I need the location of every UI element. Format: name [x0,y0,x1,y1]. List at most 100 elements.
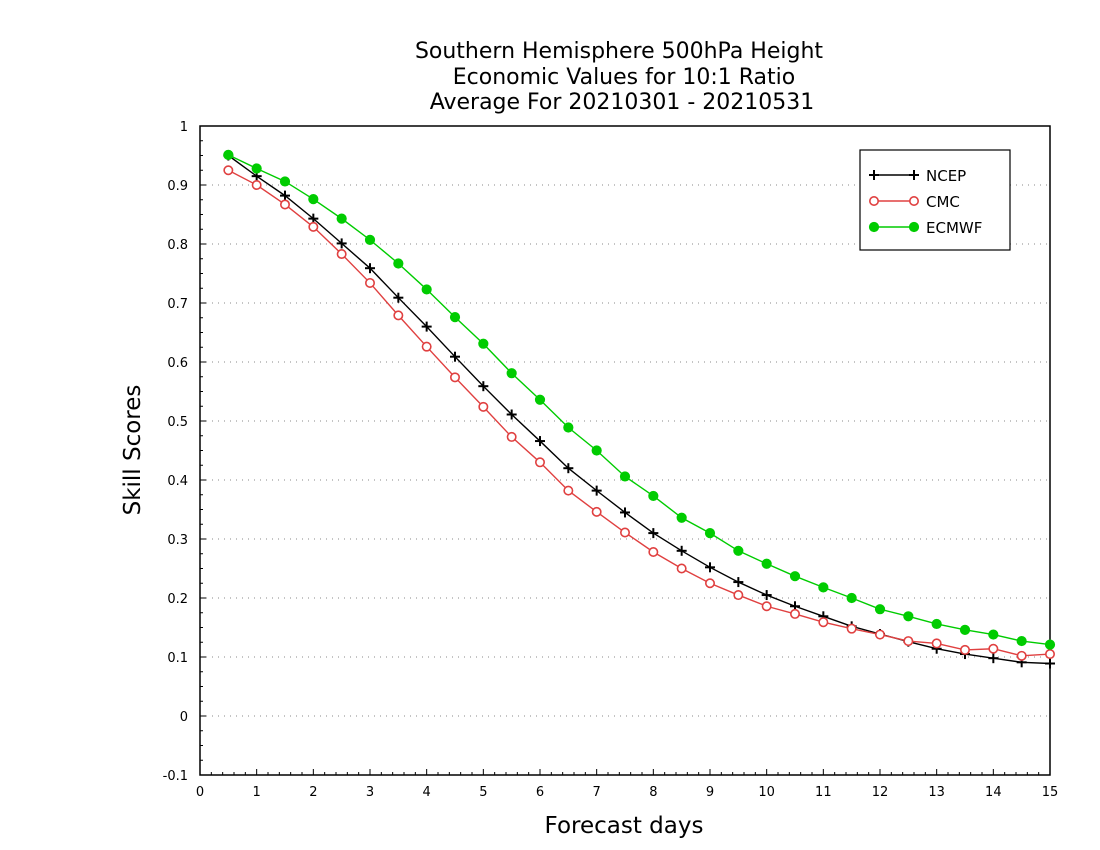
x-tick-label: 10 [758,785,775,800]
data-point [251,180,262,191]
data-point [1045,658,1055,669]
data-point [421,284,432,295]
y-tick-label: 1 [180,120,188,135]
data-point [705,562,715,573]
data-point [421,321,432,332]
data-point [761,590,772,601]
x-tick-label: 15 [1042,785,1059,800]
legend-marker [869,170,879,180]
x-tick-label: 9 [706,785,714,800]
data-point [449,312,461,323]
x-tick-label: 3 [366,785,374,800]
x-tick-label: 4 [423,785,431,800]
x-axis-label: Forecast days [545,813,704,839]
data-point [280,190,290,201]
data-point [818,582,829,593]
data-point [846,592,857,604]
data-point [988,643,999,654]
data-point [308,221,319,232]
x-tick-label: 11 [815,785,832,800]
y-tick-label: 0.7 [167,297,188,312]
data-point [931,638,942,649]
data-point [1044,639,1056,650]
data-point [308,194,319,205]
data-point [506,409,517,420]
title-line-2: Economic Values for 10:1 Ratio [453,65,795,90]
x-tick-label: 7 [593,785,601,800]
gridlines [200,184,1050,717]
data-point [336,249,347,260]
y-tick-label: -0.1 [163,769,188,784]
data-point [279,199,290,210]
data-point [591,445,602,456]
data-point [534,394,546,405]
data-point [619,527,630,538]
data-point [478,338,489,349]
legend-box [859,149,1011,251]
data-point [676,563,687,574]
data-point [1016,635,1027,647]
data-point [251,163,262,174]
data-point [704,528,716,539]
data-point [279,176,291,187]
data-point [789,571,801,582]
data-point [535,436,545,447]
data-point [364,234,376,245]
data-point [846,623,857,634]
title-line-1: Southern Hemisphere 500hPa Height [415,39,823,64]
data-point [365,263,375,274]
data-point [733,545,744,556]
data-point [959,624,971,635]
legend-marker [908,196,919,207]
legend-marker [909,170,919,180]
legend-marker [868,221,880,233]
data-point [676,512,687,523]
data-point [931,618,942,630]
x-tick-label: 0 [196,785,204,800]
data-series [223,149,1056,669]
x-axis-ticks: 0 1 2 3 4 5 6 7 8 9 10 11 12 13 14 15 [196,769,1058,800]
y-tick-label: 0.4 [167,474,188,489]
data-point [903,611,914,622]
x-tick-label: 13 [928,785,945,800]
data-point [874,604,886,615]
data-point [704,578,715,589]
data-point [393,292,404,303]
data-point [223,149,234,161]
data-point [591,506,602,517]
legend: NCEP CMC ECMWF [859,149,1011,251]
data-point [959,644,970,655]
data-point [421,341,432,352]
legend-label: CMC [926,193,960,211]
data-point [648,528,659,539]
legend-marker [868,196,879,207]
data-point [648,546,659,557]
data-point [988,629,999,640]
y-tick-label: 0.9 [167,179,188,194]
legend-label: NCEP [926,167,966,185]
x-tick-label: 2 [309,785,317,800]
data-point [676,545,687,556]
legend-label: ECMWF [926,219,982,237]
data-point [506,431,517,442]
x-tick-label: 12 [872,785,889,800]
data-point [478,381,489,392]
series-ecmwf [223,149,1056,650]
data-point [563,463,574,474]
data-point [818,617,829,628]
data-point [563,485,574,496]
data-point [563,422,574,433]
x-tick-label: 14 [985,785,1002,800]
data-point [223,165,234,176]
y-tick-label: 0 [180,710,188,725]
data-point [761,558,772,569]
y-tick-label: 0.3 [167,533,188,548]
data-point [393,310,404,321]
data-point [761,601,772,612]
y-tick-label: 0.6 [167,356,188,371]
y-tick-label: 0.5 [167,415,188,430]
x-tick-label: 8 [649,785,657,800]
data-point [620,507,630,518]
series-line [227,154,1051,665]
